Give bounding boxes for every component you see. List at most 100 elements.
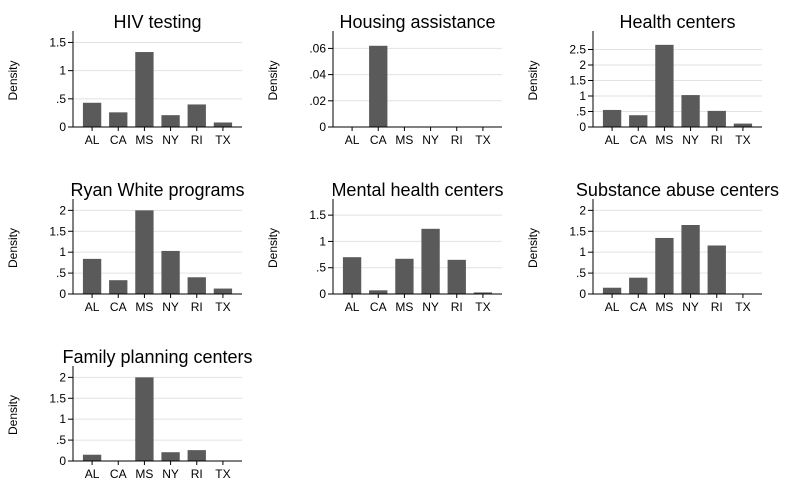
- y-tick-label: .02: [309, 94, 326, 108]
- y-tick-label: .5: [56, 92, 66, 106]
- y-tick-label: 0: [59, 454, 66, 468]
- x-tick-label: CA: [630, 300, 647, 314]
- y-tick-label: 1.5: [569, 74, 586, 88]
- y-tick-label: 2: [59, 370, 66, 384]
- x-tick-label: CA: [110, 467, 127, 481]
- y-axis-label: Density: [6, 395, 20, 435]
- bar-al: [82, 258, 102, 294]
- y-tick-label: 0: [59, 120, 66, 134]
- panel-1: HIV testing Density 0 .5 1 1.5 AL CA MS NY RI TX: [6, 12, 242, 147]
- y-tick-label: 2: [59, 203, 66, 217]
- y-tick-label: .5: [316, 261, 326, 275]
- panel-title: Substance abuse centers: [576, 180, 779, 200]
- bar-ri: [187, 277, 206, 294]
- bar-ca: [369, 290, 388, 294]
- bar-tx: [213, 288, 233, 294]
- x-tick-label: RI: [711, 300, 723, 314]
- panel-title: Health centers: [619, 12, 735, 32]
- y-tick-label: 0: [579, 287, 586, 301]
- y-axis-label: Density: [266, 228, 280, 268]
- panel-title: HIV testing: [113, 12, 201, 32]
- x-tick-label: RI: [191, 300, 203, 314]
- x-tick-label: AL: [605, 133, 620, 147]
- y-tick-label: 1.5: [49, 35, 66, 49]
- bar-ny: [161, 452, 180, 461]
- x-tick-label: MS: [135, 133, 153, 147]
- x-tick-label: TX: [475, 300, 490, 314]
- bar-ca: [629, 115, 648, 127]
- x-tick-label: CA: [110, 300, 127, 314]
- x-tick-label: AL: [85, 467, 100, 481]
- x-tick-label: NY: [422, 300, 439, 314]
- bar-ny: [421, 228, 440, 294]
- panel-7: Family planning centers Density 0 .5 1 1.5 2 AL…: [6, 347, 253, 481]
- x-tick-label: AL: [605, 300, 620, 314]
- panel-title: Family planning centers: [62, 347, 252, 367]
- y-tick-label: 0: [319, 120, 326, 134]
- y-axis-label: Density: [526, 228, 540, 268]
- bar-al: [82, 454, 102, 461]
- bar-tx: [473, 292, 493, 294]
- y-tick-label: .5: [576, 266, 586, 280]
- x-tick-label: AL: [345, 133, 360, 147]
- x-tick-label: NY: [422, 133, 439, 147]
- bar-ri: [187, 104, 206, 127]
- y-tick-label: 1: [319, 234, 326, 248]
- panel-title: Mental health centers: [331, 180, 503, 200]
- bar-ms: [395, 258, 414, 294]
- x-tick-label: MS: [655, 300, 673, 314]
- y-tick-label: 2: [579, 58, 586, 72]
- panel-5: Mental health centers Density 0 .5 1 1.5 AL CA M…: [266, 180, 504, 314]
- x-tick-label: NY: [682, 300, 699, 314]
- x-tick-label: NY: [162, 467, 179, 481]
- bar-ny: [681, 225, 700, 294]
- panel-6: Substance abuse centers Density 0 .5 1 1.5 2 AL…: [526, 180, 779, 314]
- x-tick-label: NY: [682, 133, 699, 147]
- x-tick-label: MS: [395, 300, 413, 314]
- bar-tx: [213, 122, 233, 127]
- bar-al: [602, 287, 622, 294]
- y-tick-label: 1.5: [309, 208, 326, 222]
- panel-4: Ryan White programs Density 0 .5 1 1.5 2 AL CA MS…: [6, 180, 245, 314]
- x-tick-label: CA: [370, 133, 387, 147]
- x-tick-label: TX: [215, 300, 230, 314]
- y-axis-label: Density: [266, 60, 280, 100]
- y-axis-label: Density: [526, 60, 540, 100]
- y-tick-label: .04: [309, 68, 326, 82]
- bar-ri: [187, 450, 206, 461]
- panel-title: Ryan White programs: [70, 180, 244, 200]
- y-tick-label: 1: [59, 64, 66, 78]
- bar-tx: [733, 123, 753, 127]
- bar-al: [602, 109, 622, 127]
- x-tick-label: MS: [135, 300, 153, 314]
- x-tick-label: MS: [655, 133, 673, 147]
- x-tick-label: AL: [345, 300, 360, 314]
- y-tick-label: 1.5: [49, 224, 66, 238]
- y-tick-label: 2: [579, 203, 586, 217]
- y-tick-label: 1: [579, 245, 586, 259]
- bar-ca: [109, 112, 128, 127]
- x-tick-label: MS: [395, 133, 413, 147]
- bar-ms: [655, 44, 674, 127]
- y-tick-label: .5: [56, 266, 66, 280]
- bar-ri: [707, 245, 726, 294]
- y-tick-label: .5: [56, 433, 66, 447]
- x-tick-label: CA: [110, 133, 127, 147]
- x-tick-label: CA: [370, 300, 387, 314]
- y-axis-label: Density: [6, 228, 20, 268]
- x-tick-label: TX: [215, 467, 230, 481]
- y-tick-label: 0: [579, 120, 586, 134]
- bar-ny: [681, 95, 700, 127]
- bar-ms: [135, 377, 154, 461]
- x-tick-label: AL: [85, 300, 100, 314]
- bar-ms: [655, 237, 674, 294]
- y-tick-label: 1.5: [569, 224, 586, 238]
- bar-ny: [161, 115, 180, 127]
- x-tick-label: TX: [735, 133, 750, 147]
- panel-title: Housing assistance: [339, 12, 495, 32]
- x-tick-label: RI: [191, 133, 203, 147]
- y-tick-label: 2.5: [569, 43, 586, 57]
- x-tick-label: TX: [475, 133, 490, 147]
